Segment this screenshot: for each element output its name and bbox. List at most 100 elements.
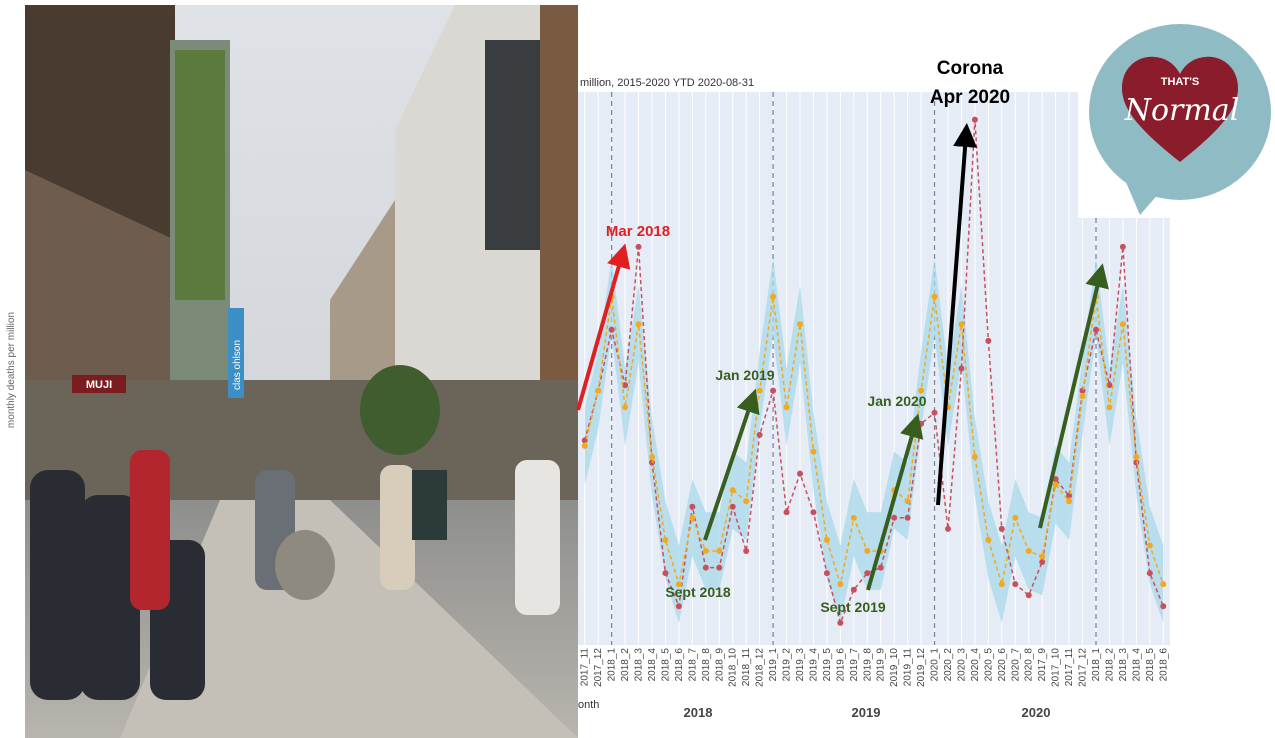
data-point <box>730 487 736 493</box>
x-tick-label: 2019_3 <box>795 648 806 682</box>
data-point <box>730 504 736 510</box>
x-tick-label: 2019_8 <box>862 648 873 682</box>
data-point <box>662 570 668 576</box>
annotation: Corona <box>937 58 1004 79</box>
x-tick-label: 2020_1 <box>930 648 941 682</box>
data-point <box>932 410 938 416</box>
x-tick-label: 2018_9 <box>714 648 725 682</box>
x-tick-label: 2018_3 <box>1118 648 1129 682</box>
x-tick-label: 2017_12 <box>593 648 604 687</box>
x-tick-label: 2019_11 <box>903 648 914 687</box>
data-point <box>1012 581 1018 587</box>
year-label: 2019 <box>852 705 881 720</box>
x-tick-label: 2017_12 <box>1078 648 1089 687</box>
x-tick-label: 2018_10 <box>728 648 739 687</box>
x-tick-label: 2020_3 <box>956 648 967 682</box>
data-point <box>878 565 884 571</box>
data-point <box>1066 498 1072 504</box>
data-point <box>1147 542 1153 548</box>
data-point <box>1080 388 1086 394</box>
data-point <box>1012 515 1018 521</box>
data-point <box>932 294 938 300</box>
data-point <box>1160 581 1166 587</box>
data-point <box>972 454 978 460</box>
data-point <box>595 388 601 394</box>
data-point <box>757 432 763 438</box>
annotation: Jan 2019 <box>715 367 774 383</box>
data-point <box>985 537 991 543</box>
data-point <box>851 515 857 521</box>
data-point <box>1093 327 1099 333</box>
x-tick-label: 2018_6 <box>1158 648 1169 682</box>
x-tick-label: 2019_6 <box>835 648 846 682</box>
data-point <box>582 443 588 449</box>
data-point <box>1026 548 1032 554</box>
data-point <box>689 504 695 510</box>
data-point <box>649 454 655 460</box>
x-tick-label: 2017_9 <box>1037 648 1048 682</box>
data-point <box>1053 482 1059 488</box>
x-tick-label: 2019_1 <box>768 648 779 682</box>
data-point <box>1120 321 1126 327</box>
data-point <box>864 548 870 554</box>
x-tick-label: 2019_10 <box>889 648 900 687</box>
x-tick-label: 2018_4 <box>647 648 658 682</box>
data-point <box>1133 460 1139 466</box>
logo-text: THAT'S <box>1161 76 1199 88</box>
x-tick-label: 2018_11 <box>741 648 752 687</box>
data-point <box>958 321 964 327</box>
x-tick-label: 2017_10 <box>1051 648 1062 687</box>
data-point <box>810 509 816 515</box>
data-point <box>757 388 763 394</box>
data-point <box>851 587 857 593</box>
x-tick-label: 2020_6 <box>997 648 1008 682</box>
data-point <box>703 565 709 571</box>
x-tick-label: 2019_5 <box>822 648 833 682</box>
sign: MUJI <box>86 379 112 391</box>
x-tick-label: 2020_8 <box>1024 648 1035 682</box>
data-point <box>999 581 1005 587</box>
data-point <box>689 515 695 521</box>
data-point <box>1120 244 1126 250</box>
x-tick-label: 2017_11 <box>580 648 591 687</box>
x-tick-label: 2018_8 <box>701 648 712 682</box>
data-point <box>985 338 991 344</box>
data-point <box>784 404 790 410</box>
data-point <box>676 603 682 609</box>
x-tick-label: 2018_1 <box>1091 648 1102 682</box>
data-point <box>1147 570 1153 576</box>
x-tick-label: 2019_9 <box>876 648 887 682</box>
data-point <box>945 526 951 532</box>
x-tick-label: 2020_5 <box>983 648 994 682</box>
data-point <box>864 570 870 576</box>
x-tick-label: 2019_12 <box>916 648 927 687</box>
data-point <box>797 321 803 327</box>
x-tick-label: 2018_12 <box>755 648 766 687</box>
data-point <box>716 548 722 554</box>
data-point <box>636 321 642 327</box>
annotation: Apr 2020 <box>930 87 1010 108</box>
x-tick-label: 2018_5 <box>1145 648 1156 682</box>
chart-title: million, 2015-2020 YTD 2020-08-31 <box>580 77 754 89</box>
data-point <box>609 327 615 333</box>
x-tick-label: 2019_4 <box>808 648 819 682</box>
data-point <box>1080 393 1086 399</box>
y-axis-label: monthly deaths per million <box>6 312 17 428</box>
data-point <box>622 404 628 410</box>
data-point <box>662 537 668 543</box>
data-point <box>770 294 776 300</box>
logo-text: Normal <box>1124 93 1240 128</box>
data-point <box>810 448 816 454</box>
data-point <box>797 471 803 477</box>
x-tick-label: 2017_11 <box>1064 648 1075 687</box>
data-point <box>743 548 749 554</box>
data-point <box>636 244 642 250</box>
data-point <box>824 570 830 576</box>
annotation: Sept 2019 <box>820 599 886 615</box>
x-tick-label: 2019_7 <box>849 648 860 682</box>
annotation: Mar 2018 <box>606 223 670 240</box>
data-point <box>1133 454 1139 460</box>
x-tick-label: 2018_7 <box>687 648 698 682</box>
x-tick-label: 2020_7 <box>1010 648 1021 682</box>
data-point <box>958 366 964 372</box>
